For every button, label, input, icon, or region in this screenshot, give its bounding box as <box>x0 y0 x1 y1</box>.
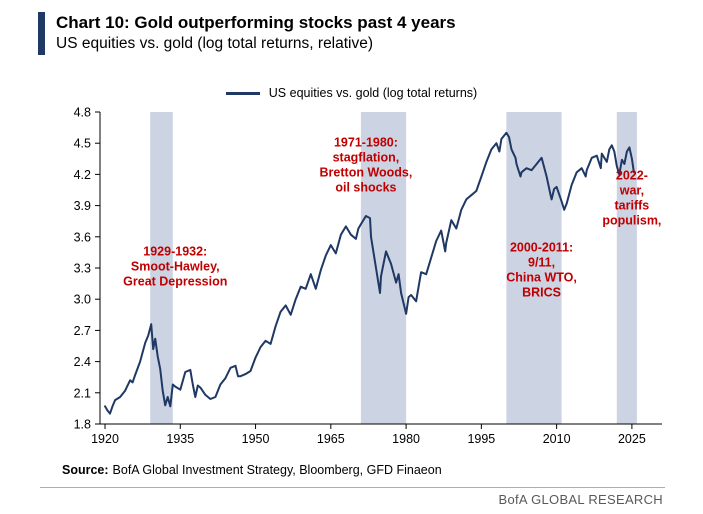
chart-title: Chart 10: Gold outperforming stocks past… <box>56 13 456 32</box>
y-axis-tick-label: 3.6 <box>74 230 91 244</box>
y-axis-tick-label: 3.9 <box>74 199 91 213</box>
chart-subtitle: US equities vs. gold (log total returns,… <box>56 35 374 53</box>
bofa-global-research-brand: BofA GLOBAL RESEARCH <box>498 492 663 507</box>
footer-divider <box>40 487 665 488</box>
x-axis-tick-label: 1980 <box>392 432 420 446</box>
x-axis-tick-label: 1995 <box>467 432 495 446</box>
title-block: Chart 10: Gold outperforming stocks past… <box>56 12 456 55</box>
legend-label: US equities vs. gold (log total returns) <box>268 86 478 100</box>
line-chart: 1.8 2.1 2.4 2.7 3.0 3.3 3.6 3.9 4.2 4.5 4.8 1920 193… <box>50 100 672 452</box>
source-text: BofA Global Investment Strategy, Bloombe… <box>112 463 442 477</box>
x-axis-tick-label: 1965 <box>317 432 345 446</box>
y-axis-tick-label: 4.2 <box>74 168 91 182</box>
legend-line-swatch <box>225 91 260 95</box>
y-axis-tick-label: 1.8 <box>74 418 91 432</box>
series-line <box>104 131 635 415</box>
y-axis-tick-label: 4.8 <box>74 106 91 120</box>
y-axis-tick-label: 2.4 <box>74 355 91 369</box>
source-note: Source: BofA Global Investment Strategy, … <box>62 463 442 477</box>
event-annotation: 2022-war, tariffs populism, <box>602 169 661 228</box>
source-label: Source: <box>62 463 109 477</box>
x-axis-tick-label: 2025 <box>618 432 646 446</box>
title-accent-bar <box>38 12 45 56</box>
y-axis-tick-label: 2.1 <box>74 386 91 400</box>
highlight-band <box>616 112 637 424</box>
x-axis-tick-label: 1950 <box>242 432 270 446</box>
x-axis-tick-label: 1935 <box>166 432 194 446</box>
chart-canvas: 1.8 2.1 2.4 2.7 3.0 3.3 3.6 3.9 4.2 4.5 4.8 1920 193… <box>74 106 662 446</box>
y-axis-tick-label: 3.3 <box>74 262 91 276</box>
y-axis-tick-label: 2.7 <box>74 324 91 338</box>
y-axis-tick-label: 4.5 <box>74 137 91 151</box>
chart-header: Chart 10: Gold outperforming stocks past… <box>38 12 456 56</box>
event-annotation: 2000-2011: 9/11, China WTO, BRICS <box>506 240 577 299</box>
event-annotation: 1971-1980: stagflation, Bretton Woods, oil … <box>320 135 413 194</box>
event-annotation: 1929-1932: Smoot-Hawley, Great Depression <box>123 245 227 289</box>
x-axis-tick-label: 1920 <box>91 432 119 446</box>
legend: US equities vs. gold (log total returns) <box>0 86 703 100</box>
x-axis-tick-label: 2010 <box>543 432 571 446</box>
y-axis-tick-label: 3.0 <box>74 293 91 307</box>
